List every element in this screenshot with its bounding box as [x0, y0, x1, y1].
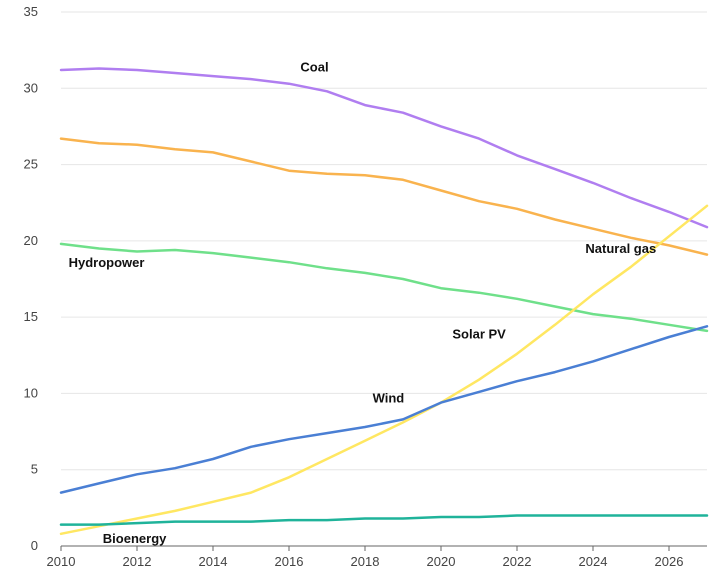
x-tick-label: 2026: [655, 554, 684, 569]
series-line-coal: [59, 67, 709, 229]
y-tick-label: 30: [24, 80, 38, 95]
x-tick-label: 2018: [351, 554, 380, 569]
series-line-bioenergy: [59, 514, 709, 526]
series-label-bioenergy: Bioenergy: [103, 531, 167, 546]
y-tick-label: 5: [31, 462, 38, 477]
x-tick-label: 2014: [199, 554, 228, 569]
x-tick-label: 2020: [427, 554, 456, 569]
series-line-wind: [59, 325, 709, 494]
x-tick-label: 2012: [123, 554, 152, 569]
series-label-wind: Wind: [373, 391, 405, 406]
grid-layer: [61, 11, 707, 471]
x-tick-label: 2016: [275, 554, 304, 569]
series-line-hydropower: [59, 242, 709, 333]
y-tick-label: 35: [24, 4, 38, 19]
y-tick-label: 10: [24, 385, 38, 400]
y-tick-label: 25: [24, 157, 38, 172]
series-label-coal: Coal: [300, 60, 328, 75]
series-label-natural-gas: Natural gas: [585, 241, 656, 256]
series-layer: [59, 67, 709, 536]
series-line-natural-gas: [59, 137, 709, 256]
y-tick-label: 15: [24, 309, 38, 324]
y-tick-label: 0: [31, 538, 38, 553]
x-tick-label: 2010: [47, 554, 76, 569]
x-tick-label: 2024: [579, 554, 608, 569]
x-tick-label: 2022: [503, 554, 532, 569]
series-label-layer: Coal Natural gas Hydropower Solar PV Wind Bio…: [69, 60, 657, 546]
series-label-hydropower: Hydropower: [69, 255, 145, 270]
axis-layer: 0 5 10 15 20 25 30 35 2010 2012 2014 2016 2018 2020 20…: [24, 4, 707, 569]
series-line-solar-pv: [59, 204, 709, 536]
y-tick-label: 20: [24, 233, 38, 248]
series-label-solar-pv: Solar PV: [452, 327, 506, 342]
